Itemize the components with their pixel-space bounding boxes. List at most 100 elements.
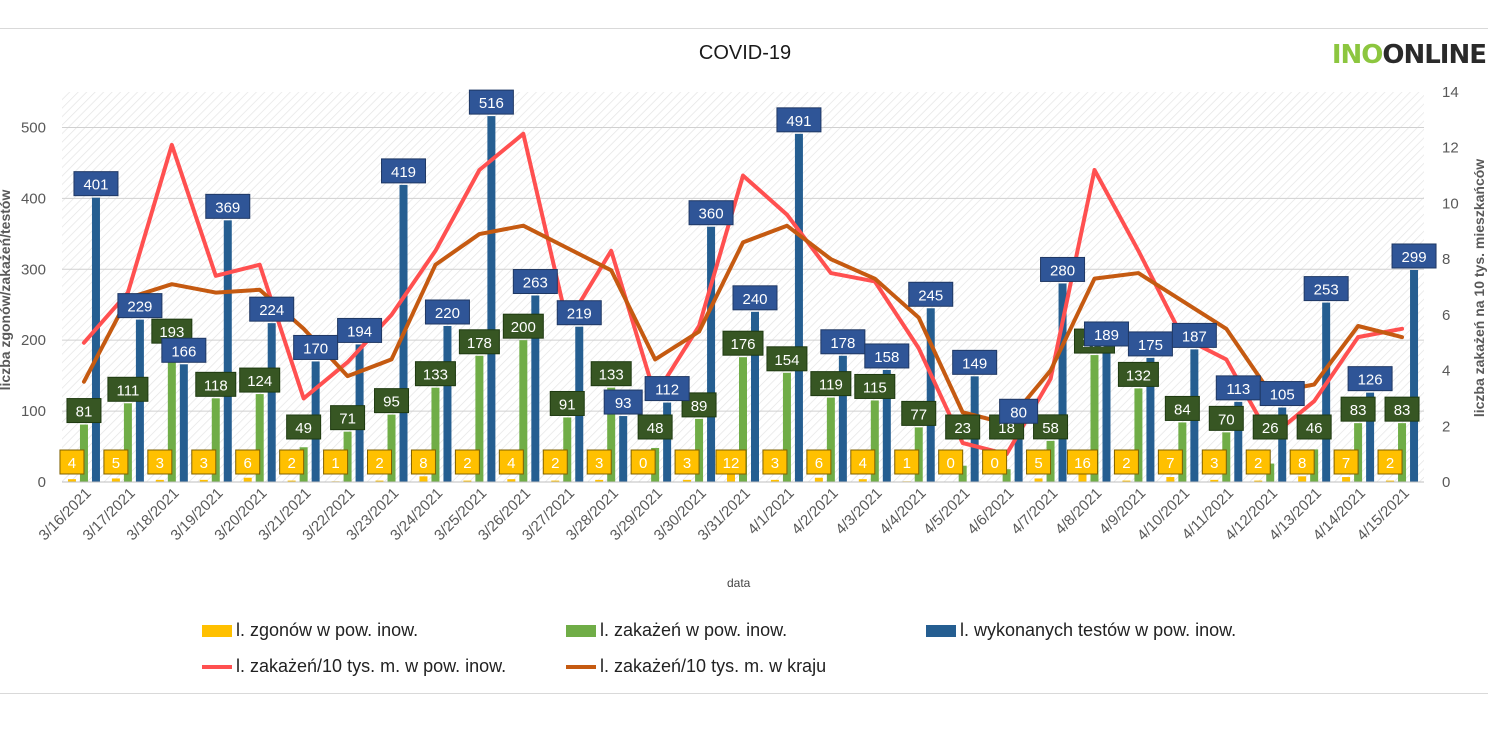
data-label-box	[367, 449, 393, 475]
data-label-box	[381, 158, 427, 184]
data-label: 3	[595, 455, 603, 472]
data-label: 7	[1342, 455, 1350, 472]
bar	[179, 364, 188, 482]
x-tick-label: 4/4/2021	[876, 485, 929, 538]
legend-rate-county: l. zakażeń/10 tys. m. w pow. inow.	[202, 656, 506, 677]
y2-tick-label: 8	[1442, 251, 1450, 268]
data-label-box	[468, 89, 514, 115]
bar	[1386, 480, 1395, 482]
bar	[782, 372, 791, 482]
legend-swatch-rate-country	[566, 665, 596, 670]
data-label: 7	[1166, 455, 1174, 472]
bar	[375, 480, 384, 482]
data-label-box	[1113, 449, 1139, 475]
data-label-box	[73, 171, 119, 197]
data-label-box	[864, 343, 910, 369]
y2-tick-label: 10	[1442, 195, 1459, 212]
data-label-box	[901, 400, 937, 426]
bar	[243, 477, 252, 482]
data-label: 170	[303, 340, 328, 357]
data-label: 175	[1138, 337, 1163, 354]
data-label-box	[1347, 366, 1393, 392]
data-label: 124	[247, 373, 272, 390]
data-label: 119	[819, 377, 843, 394]
data-label-box	[850, 449, 876, 475]
data-label: 280	[1050, 262, 1075, 279]
legend-label-rate-country: l. zakażeń/10 tys. m. w kraju	[600, 656, 827, 676]
y2-tick-label: 12	[1442, 140, 1459, 157]
data-label-box	[1208, 405, 1244, 431]
legend-label-infections: l. zakażeń w pow. inow.	[600, 620, 788, 640]
legend-label-deaths: l. zgonów w pow. inow.	[236, 620, 419, 640]
data-label-box	[766, 346, 808, 372]
data-label: 126	[1358, 372, 1383, 389]
bar	[267, 323, 276, 482]
data-label-box	[1215, 375, 1261, 401]
data-label-box	[323, 449, 349, 475]
x-tick-label: 4/8/2021	[1052, 485, 1105, 538]
bar	[1014, 425, 1023, 482]
data-label-box	[1040, 256, 1086, 282]
data-label: 89	[691, 398, 708, 415]
data-label: 91	[559, 396, 576, 413]
bar	[826, 397, 835, 482]
data-label: 240	[742, 291, 767, 308]
data-label-box	[820, 329, 866, 355]
data-label: 253	[1314, 282, 1339, 299]
data-label: 81	[76, 404, 93, 421]
y2-tick-label: 4	[1442, 363, 1450, 380]
bar	[507, 479, 516, 482]
data-label: 200	[511, 319, 536, 336]
data-label-box	[1033, 414, 1069, 440]
data-label: 0	[947, 455, 955, 472]
data-label-box	[191, 449, 217, 475]
data-label: 70	[1218, 411, 1235, 428]
data-label-box	[1117, 361, 1159, 387]
data-label: 178	[467, 335, 492, 352]
data-label-box	[279, 449, 305, 475]
data-label-box	[1384, 396, 1420, 422]
data-label-box	[1377, 449, 1403, 475]
data-label-box	[458, 329, 500, 355]
x-tick-label: 4/7/2021	[1008, 485, 1061, 538]
data-label: 516	[479, 95, 504, 112]
bar	[739, 357, 747, 482]
bar	[1002, 469, 1011, 482]
data-label: 2	[375, 455, 383, 472]
data-label: 2	[287, 455, 295, 472]
data-label-box	[810, 371, 852, 397]
x-tick-label: 4/1/2021	[744, 485, 797, 538]
data-label: 133	[423, 367, 448, 384]
bar	[1298, 476, 1307, 482]
bar	[443, 326, 452, 482]
bar	[67, 479, 76, 482]
data-label: 83	[1350, 402, 1367, 419]
bar	[882, 369, 891, 482]
legend-rate-country: l. zakażeń/10 tys. m. w kraju	[566, 656, 826, 677]
y-tick-label: 500	[21, 119, 46, 136]
bar	[1278, 407, 1287, 482]
data-label: 23	[954, 420, 971, 437]
data-label-box	[1340, 396, 1376, 422]
x-tick-label: 4/5/2021	[920, 485, 973, 538]
bar	[607, 387, 616, 482]
bar	[255, 394, 264, 482]
legend-infections: l. zakażeń w pow. inow.	[566, 620, 787, 641]
data-label-box	[1083, 321, 1129, 347]
data-label: 491	[786, 113, 811, 130]
data-label-box	[1245, 449, 1271, 475]
bar	[1322, 302, 1331, 482]
data-label: 1	[903, 455, 911, 472]
data-label-box	[630, 449, 656, 475]
bar	[926, 308, 935, 482]
bar	[475, 355, 484, 482]
data-label: 71	[339, 411, 356, 428]
data-label-box	[1259, 381, 1305, 407]
data-label-box	[637, 414, 673, 440]
data-label: 5	[1034, 455, 1042, 472]
data-label: 299	[1402, 249, 1427, 266]
data-label-box	[498, 449, 524, 475]
data-label: 133	[599, 367, 624, 384]
data-label: 360	[699, 206, 724, 223]
